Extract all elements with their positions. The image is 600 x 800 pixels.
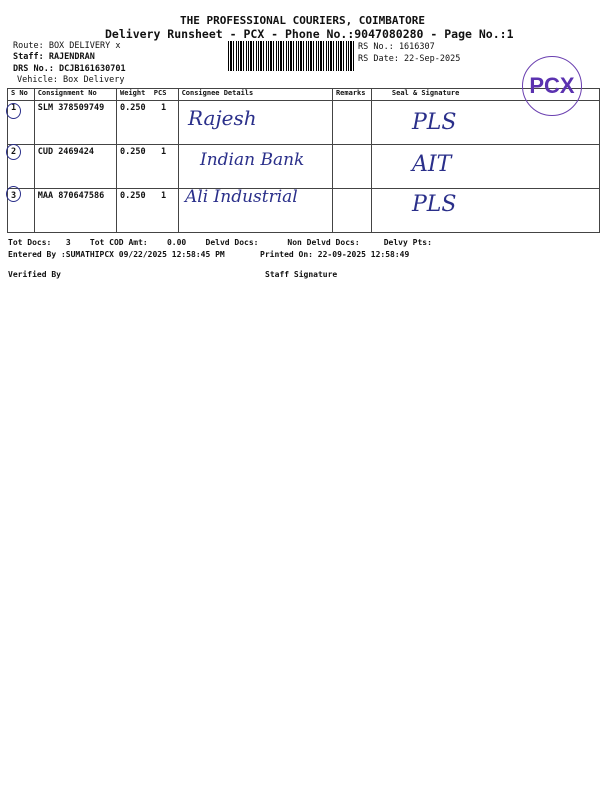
company-title: THE PROFESSIONAL COURIERS, COIMBATORE — [180, 14, 426, 27]
seal — [370, 144, 600, 189]
col-consignment: Consignment No — [33, 88, 118, 101]
weight-pcs: 0.250 1 — [116, 188, 179, 233]
handwritten-circle — [6, 144, 21, 160]
col-consignee: Consignee Details — [177, 88, 333, 101]
rs-no: RS No.: 1616307 — [358, 42, 435, 52]
consignee — [177, 188, 333, 233]
handwritten-signature: AIT — [412, 152, 452, 177]
handwritten-signature: PLS — [412, 110, 457, 135]
table-row: 3 MAA 870647586 0.250 1 — [7, 188, 600, 233]
remarks — [331, 188, 372, 233]
consignee — [177, 144, 333, 189]
seal — [370, 188, 600, 233]
consignment-no: MAA 870647586 — [33, 188, 118, 233]
barcode — [228, 41, 355, 71]
handwritten-consignee: Ali Industrial — [185, 187, 298, 207]
route: Route: BOX DELIVERY x — [13, 41, 121, 51]
handwritten-signature: PLS — [412, 192, 457, 217]
handwritten-circle — [6, 103, 21, 119]
col-sno: S No — [7, 88, 35, 101]
weight-pcs: 0.250 1 — [116, 100, 179, 145]
handwritten-consignee: Rajesh — [188, 106, 257, 130]
remarks — [331, 144, 372, 189]
entered-by: Entered By :SUMATHIPCX 09/22/2025 12:58:… — [8, 250, 225, 259]
col-remarks: Remarks — [331, 88, 372, 101]
consignment-no: SLM 378509749 — [33, 100, 118, 145]
pcx-stamp: PCX — [522, 56, 582, 116]
table-header: S No Consignment No Weight PCS Consignee… — [7, 88, 600, 101]
table-row: 2 CUD 2469424 0.250 1 — [7, 144, 600, 189]
handwritten-consignee: Indian Bank — [200, 150, 305, 170]
totals-line: Tot Docs: 3 Tot COD Amt: 0.00 Delvd Docs… — [8, 238, 432, 247]
weight-pcs: 0.250 1 — [116, 144, 179, 189]
table-row: 1 SLM 378509749 0.250 1 — [7, 100, 600, 145]
consignment-no: CUD 2469424 — [33, 144, 118, 189]
handwritten-circle — [6, 186, 21, 202]
consignee — [177, 100, 333, 145]
printed-on: Printed On: 22-09-2025 12:58:49 — [260, 250, 410, 259]
runsheet-title: Delivery Runsheet - PCX - Phone No.:9047… — [105, 27, 514, 41]
col-weight-pcs: Weight PCS — [116, 88, 179, 101]
remarks — [331, 100, 372, 145]
verified-by: Verified By — [8, 270, 61, 279]
rs-date: RS Date: 22-Sep-2025 — [358, 54, 461, 64]
vehicle: Vehicle: Box Delivery — [17, 75, 125, 85]
staff: Staff: RAJENDRAN — [13, 52, 95, 62]
staff-signature: Staff Signature — [265, 270, 338, 279]
drs-no: DRS No.: DCJB161630701 — [13, 64, 126, 74]
